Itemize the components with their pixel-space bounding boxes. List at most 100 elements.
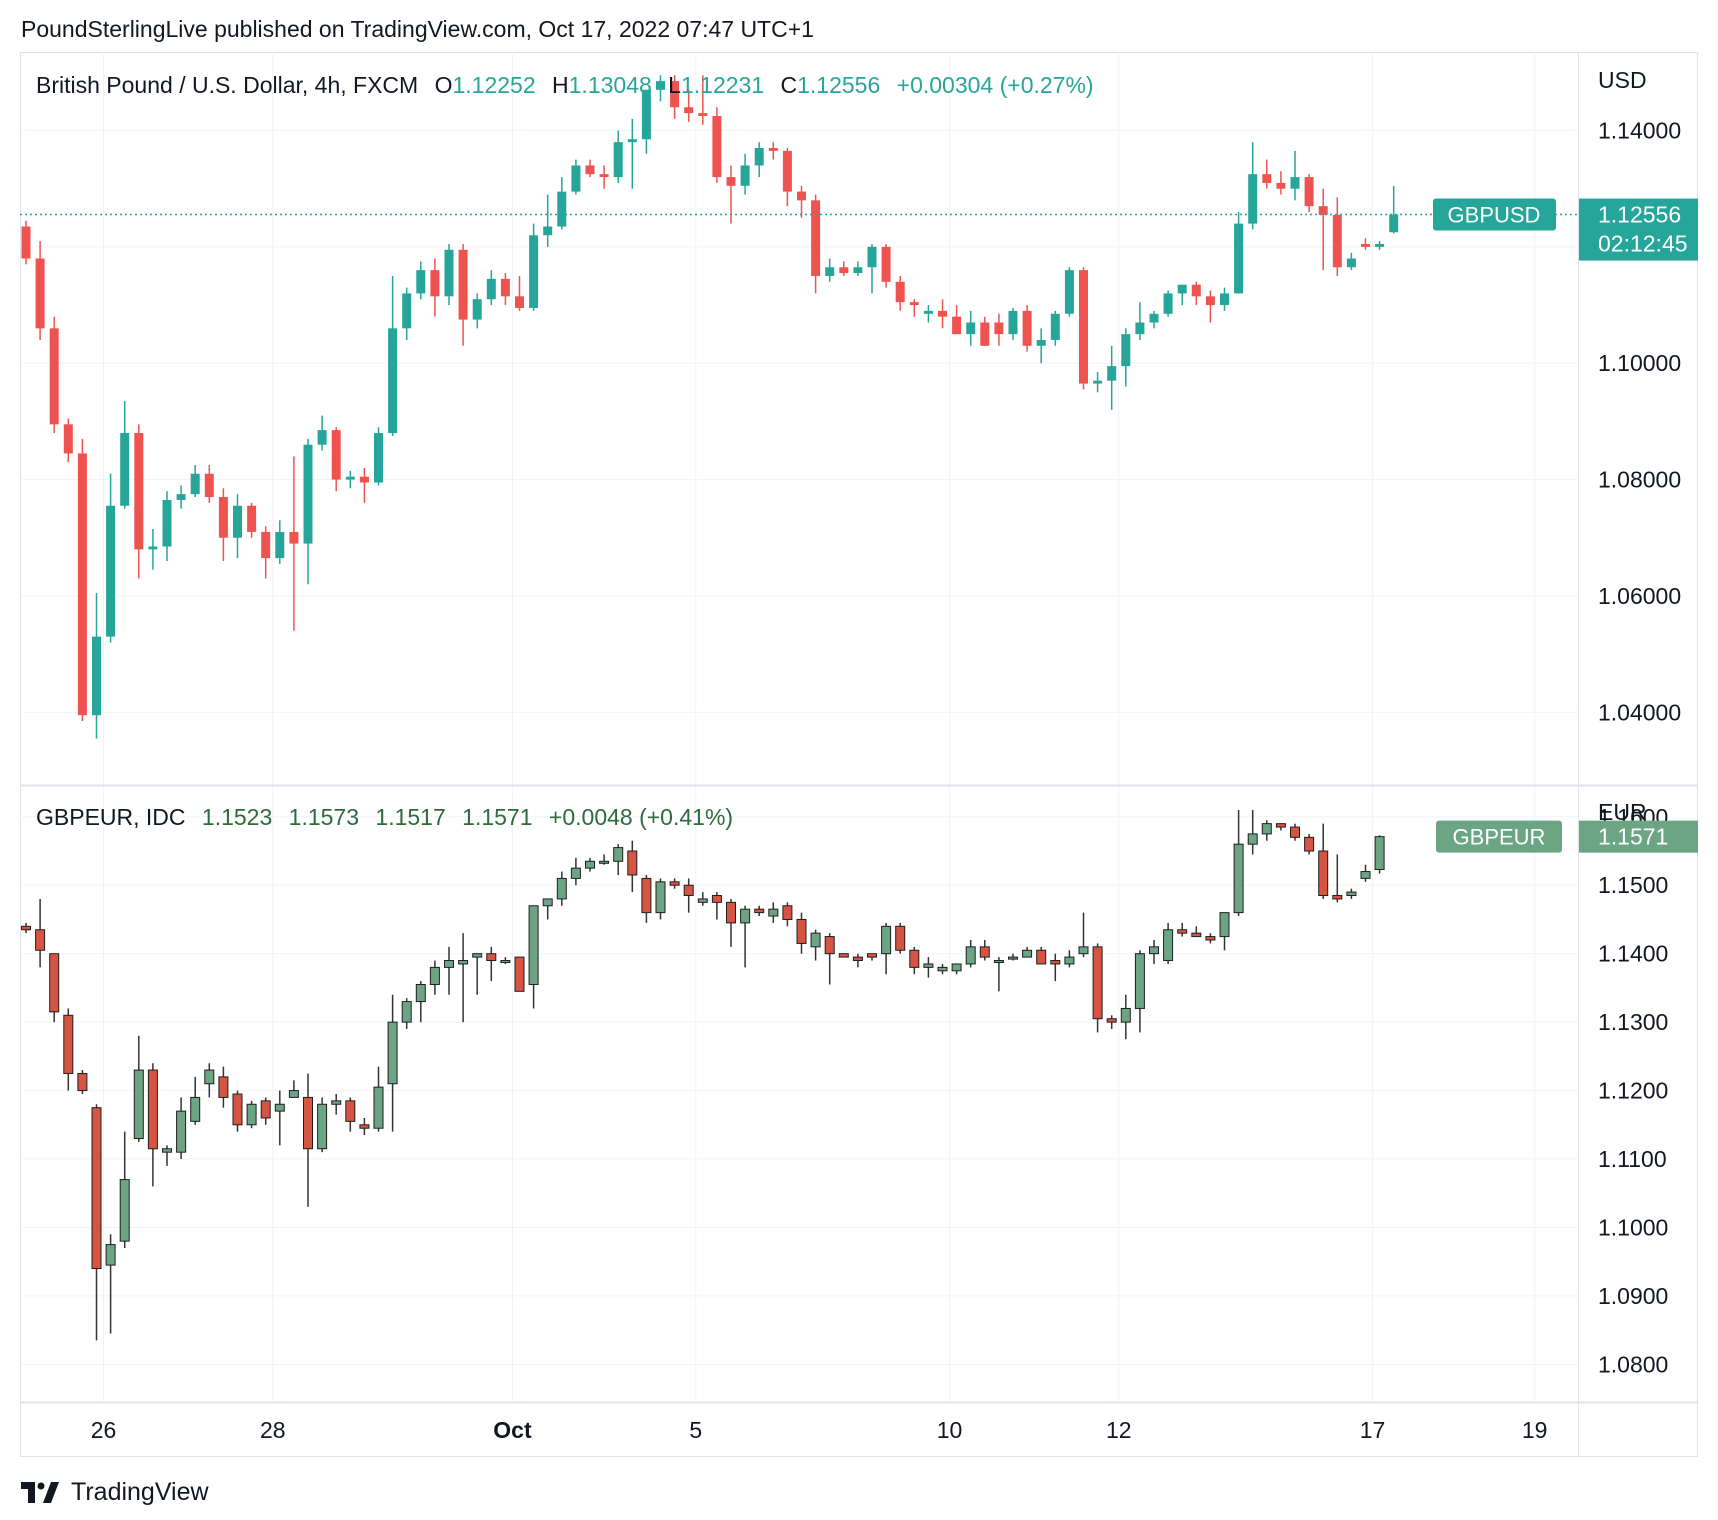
gbpusd-candle <box>641 89 651 154</box>
candle-body <box>1036 949 1047 965</box>
gbpeur-candle <box>726 898 736 947</box>
gbpeur-y-tick-label: 1.1300 <box>1598 1009 1668 1035</box>
candle-body <box>1205 936 1216 941</box>
gbpusd-candle <box>1050 310 1060 346</box>
gbpusd-candle <box>1276 171 1286 195</box>
candle-body <box>1079 270 1088 384</box>
gbpeur-candle <box>77 1070 88 1094</box>
candle-body <box>1050 313 1060 340</box>
candle-body <box>599 860 610 864</box>
gbpeur-candle <box>796 912 807 954</box>
gbpeur-candle <box>1290 823 1300 841</box>
gbpusd-candle <box>839 261 849 276</box>
candle-body <box>204 1069 215 1085</box>
gbpeur-candle <box>1050 953 1061 982</box>
candle-body <box>994 322 1004 335</box>
gbpusd-candle <box>1346 252 1356 271</box>
candle-body <box>1318 850 1329 897</box>
gbpeur-candle <box>317 1097 328 1153</box>
gbpeur-candle <box>1008 953 1018 961</box>
candle-body <box>838 953 849 958</box>
candle-body <box>35 258 45 329</box>
gbpeur-symbol-tag <box>1436 820 1562 853</box>
gbpeur-candle <box>1247 809 1258 855</box>
candle-body <box>1092 946 1103 1020</box>
candle-body <box>1346 891 1357 897</box>
gbpeur-price-tag-text: 1.1571 <box>1598 824 1668 850</box>
time-tick-label: 26 <box>91 1417 117 1443</box>
candle-body <box>1304 836 1315 852</box>
candle-body <box>1107 366 1117 381</box>
gbpeur-candle <box>528 905 539 1009</box>
candle-body <box>359 476 369 483</box>
candle-body <box>1120 1007 1131 1023</box>
gbpeur-legend: GBPEUR, IDC 1.1523 1.1573 1.1517 1.1571 … <box>36 804 743 831</box>
gbpusd-candle <box>825 258 835 282</box>
gbpusd-high: H1.13048 <box>552 72 652 98</box>
candle-body <box>514 956 525 992</box>
candle-body <box>430 270 440 297</box>
candle-body <box>274 1103 285 1112</box>
gbpeur-candle <box>782 902 793 927</box>
candle-body <box>1022 949 1033 958</box>
gbpusd-candle <box>106 473 116 643</box>
gbpusd-candle <box>63 418 73 463</box>
candle-body <box>782 150 792 192</box>
gbpeur-candle <box>1275 823 1286 831</box>
candle-body <box>528 905 539 985</box>
gbpusd-candle <box>148 529 158 570</box>
candle-body <box>63 1014 74 1074</box>
tradingview-brand[interactable]: TradingView <box>21 1478 209 1507</box>
gbpeur-candle <box>288 1080 299 1098</box>
gbpusd-candle <box>49 316 59 434</box>
gbpusd-candle <box>176 485 186 509</box>
candle-body <box>656 81 665 90</box>
gbpeur-candle <box>359 1117 370 1136</box>
gbpusd-candle <box>134 424 144 579</box>
candle-body <box>1093 380 1103 384</box>
candle-body <box>1332 895 1343 900</box>
gbpeur-y-tick-label: 1.1200 <box>1598 1078 1668 1104</box>
candle-body <box>458 249 468 320</box>
gbpusd-candle <box>571 159 581 195</box>
gbpusd-candle <box>627 118 637 189</box>
candle-body <box>669 881 680 886</box>
gbpusd-candle <box>1375 241 1385 250</box>
gbpusd-candle <box>402 287 412 340</box>
time-tick-label: 17 <box>1360 1417 1386 1443</box>
candle-body <box>1106 1018 1117 1023</box>
gbpusd-y-tick-label: 1.10000 <box>1598 350 1681 376</box>
candle-body <box>331 1100 342 1105</box>
gbpeur-candle <box>190 1076 201 1125</box>
candle-body <box>937 966 948 972</box>
gbpeur-candle <box>444 946 454 995</box>
candle-body <box>979 946 990 958</box>
gbpeur-candle <box>1360 864 1371 882</box>
gbpusd-candle <box>289 456 299 631</box>
gbpusd-candle <box>1262 159 1272 189</box>
brand-name: TradingView <box>71 1478 209 1506</box>
candle-body <box>797 191 806 201</box>
gbpeur-candle <box>49 953 60 1023</box>
candle-body <box>556 877 567 900</box>
gbpusd-candle <box>1079 267 1088 390</box>
candle-body <box>373 1086 384 1129</box>
gbpusd-candle <box>247 502 257 538</box>
price-tags: GBPUSD 1.12556 02:12:45 GBPEUR 1.1571 <box>20 198 1698 853</box>
gbpusd-candle <box>1149 310 1159 329</box>
gbpusd-candle <box>923 305 933 323</box>
gbpeur-candle <box>1332 854 1343 903</box>
gbpusd-close: C1.12556 <box>780 72 881 98</box>
candle-body <box>1290 826 1300 838</box>
candle-body <box>557 191 567 227</box>
gbpusd-candle <box>1290 150 1300 201</box>
candle-body <box>486 278 496 300</box>
gbpusd-candle <box>698 75 708 125</box>
candle-body <box>1177 929 1188 934</box>
gbpusd-close-value: 1.12556 <box>797 72 881 98</box>
candle-body <box>317 1103 328 1150</box>
candle-body <box>91 1107 102 1270</box>
gbpusd-candle <box>1177 284 1187 306</box>
gbpusd-candle <box>416 261 426 300</box>
